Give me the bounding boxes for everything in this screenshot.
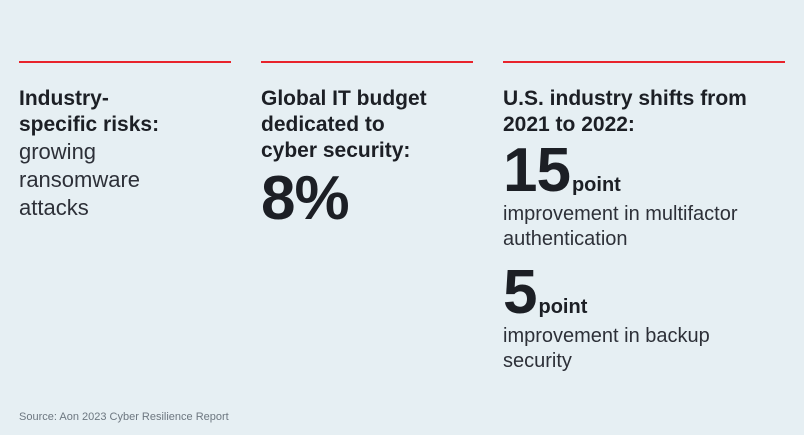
stat-description-line: authentication	[503, 228, 628, 250]
heading-line: Global IT budget	[261, 87, 427, 110]
column-heading: Global IT budget dedicated to cyber secu…	[261, 86, 473, 164]
heading-line: cyber security:	[261, 139, 411, 162]
body-line: attacks	[19, 195, 89, 220]
heading-line: dedicated to	[261, 113, 385, 136]
heading-line: U.S. industry shifts from	[503, 87, 747, 110]
accent-divider	[261, 61, 473, 63]
accent-divider	[19, 61, 231, 63]
column-heading: Industry- specific risks:	[19, 86, 231, 138]
stat-figure: 15 point	[503, 140, 785, 202]
body-line: growing	[19, 139, 97, 164]
budget-percentage: 8%	[261, 164, 350, 233]
column-body: growing ransomware attacks	[19, 138, 140, 222]
stat-unit: point	[538, 296, 588, 318]
body-line: ransomware	[19, 167, 141, 192]
accent-divider	[503, 61, 785, 63]
stat-number: 5	[503, 258, 537, 327]
stat-backup-security: 5 point improvement in backup security	[503, 262, 785, 374]
source-citation: Source: Aon 2023 Cyber Resilience Report	[19, 411, 229, 423]
stat-description-line: improvement in multifactor	[503, 203, 738, 225]
heading-line: 2021 to 2022:	[503, 113, 635, 136]
stat-number: 15	[503, 136, 571, 205]
stat-unit: point	[571, 174, 621, 196]
stat-multifactor: 15 point improvement in multifactor authe…	[503, 140, 785, 252]
stat-description-line: improvement in backup	[503, 325, 710, 347]
heading-line: specific risks:	[19, 113, 160, 136]
heading-line: Industry-	[19, 87, 109, 110]
stat-figure: 5 point	[503, 262, 785, 324]
stat-description-line: security	[503, 350, 572, 372]
column-heading: U.S. industry shifts from 2021 to 2022:	[503, 86, 785, 138]
